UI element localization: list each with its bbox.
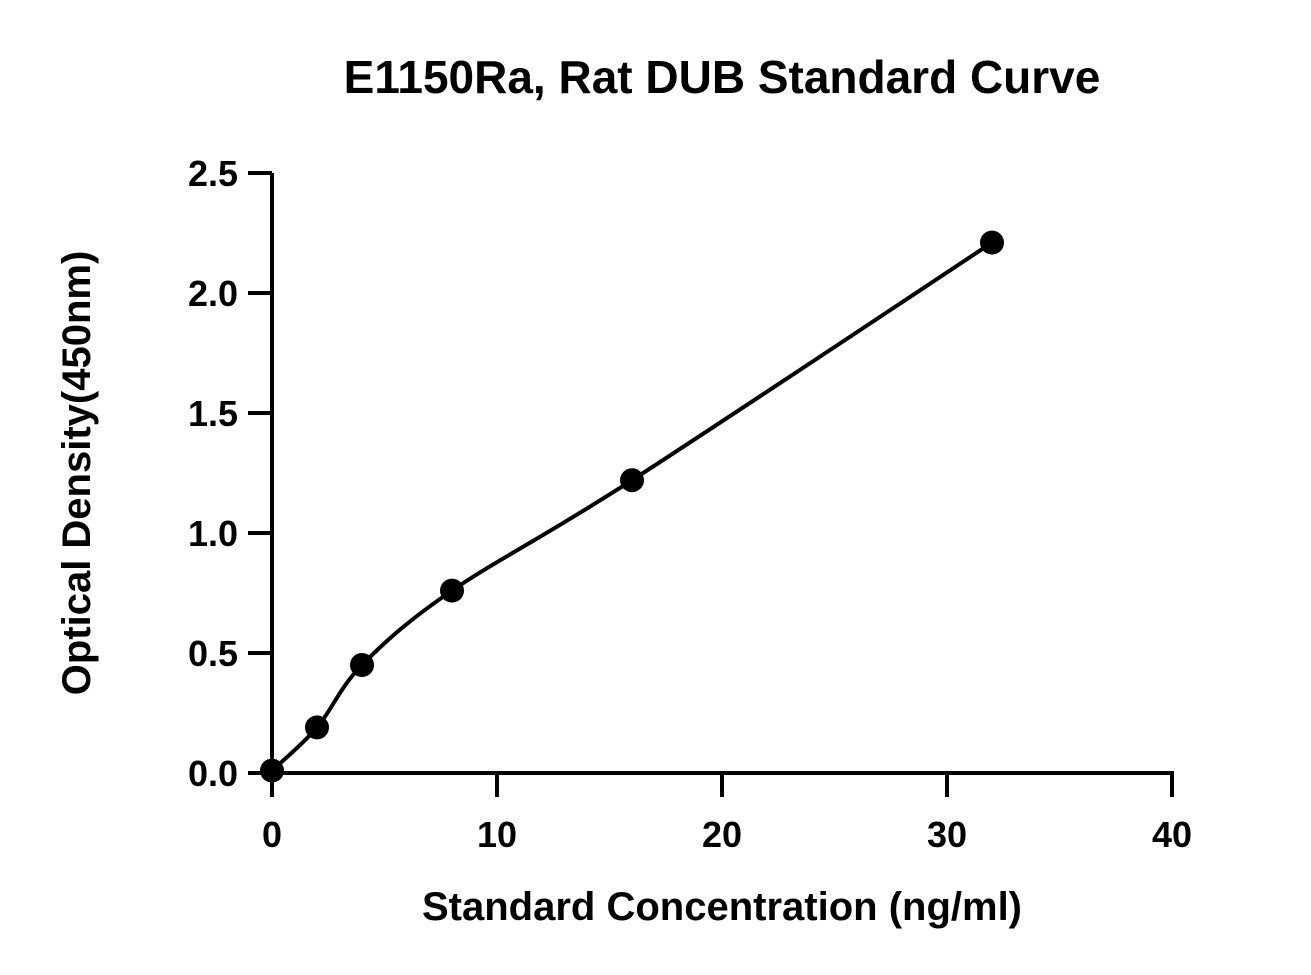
y-tick-label: 0.5 [188, 633, 238, 674]
x-axis: 0 10 20 30 40 [262, 771, 1192, 855]
y-tick-label: 2.5 [188, 153, 238, 194]
x-tick-label: 20 [702, 814, 742, 855]
data-points [260, 230, 1004, 783]
y-tick-label: 0.0 [188, 753, 238, 794]
x-tick-label: 40 [1152, 814, 1192, 855]
data-point [350, 653, 374, 677]
x-tick-label: 0 [262, 814, 282, 855]
x-tick-label: 10 [477, 814, 517, 855]
y-tick-label: 2.0 [188, 273, 238, 314]
y-axis-label: Optical Density(450nm) [55, 251, 99, 696]
chart-title: E1150Ra, Rat DUB Standard Curve [344, 51, 1101, 103]
data-point [440, 578, 464, 603]
x-tick-label: 30 [927, 814, 967, 855]
data-point [260, 758, 284, 783]
data-point [305, 715, 329, 740]
y-tick-label: 1.5 [188, 393, 238, 434]
x-axis-label: Standard Concentration (ng/ml) [422, 885, 1022, 929]
y-ticks: 0.0 0.5 1.0 1.5 2.0 2.5 [188, 153, 272, 794]
y-tick-label: 1.0 [188, 513, 238, 554]
data-point [620, 468, 644, 493]
x-ticks: 0 10 20 30 40 [262, 773, 1192, 855]
y-axis: 0.0 0.5 1.0 1.5 2.0 2.5 [188, 153, 274, 794]
data-point [980, 230, 1004, 255]
fit-curve [270, 240, 994, 773]
